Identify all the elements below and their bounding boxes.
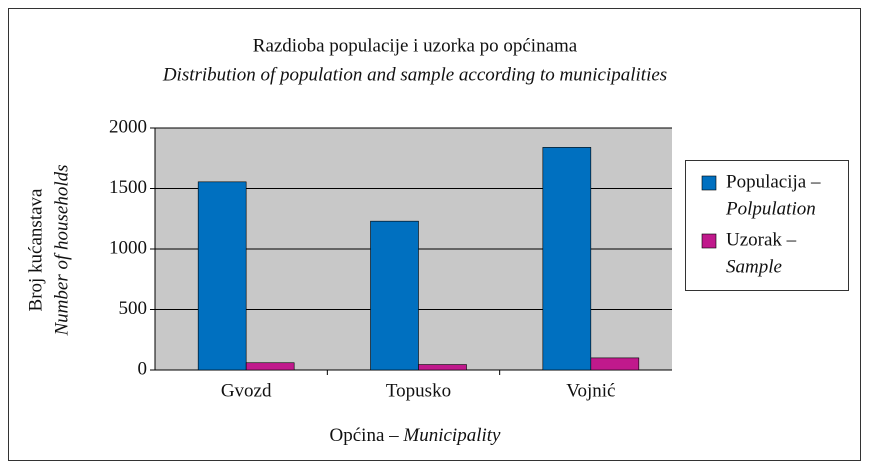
x-tick-label: Gvozd [221, 380, 272, 401]
legend [685, 160, 849, 291]
y-label: Broj kućanstava [25, 188, 46, 312]
y-tick-label: 500 [119, 298, 148, 319]
y-label-en: Number of households [51, 165, 72, 337]
legend-label-en: Polpulation [725, 198, 816, 219]
legend-label: Uzorak – [726, 229, 797, 250]
x-label-en: Municipality [402, 425, 501, 446]
y-tick-label: 0 [138, 358, 148, 379]
legend-swatch [701, 233, 717, 249]
y-tick-label: 1500 [109, 177, 147, 198]
bar [418, 364, 467, 371]
y-tick-label: 1000 [109, 237, 147, 258]
legend-label: Populacija – [726, 171, 821, 192]
bar [245, 362, 295, 371]
legend-label-en: Sample [726, 256, 782, 277]
legend-swatch [701, 175, 717, 191]
chart-title: Razdioba populacije i uzorka po općinama [253, 35, 578, 56]
y-axis-label: Broj kućanstava Number of households [25, 165, 72, 337]
chart-subtitle: Distribution of population and sample ac… [162, 64, 667, 85]
y-tick-label: 2000 [109, 116, 147, 137]
x-tick-label: Vojnić [566, 380, 615, 401]
x-axis-label: Općina – Municipality [330, 425, 502, 446]
x-label: Općina – [330, 425, 400, 446]
bar [370, 220, 419, 371]
bar [590, 357, 640, 371]
bar [542, 147, 592, 371]
x-tick-label: Topusko [386, 380, 451, 401]
bar [197, 181, 247, 371]
